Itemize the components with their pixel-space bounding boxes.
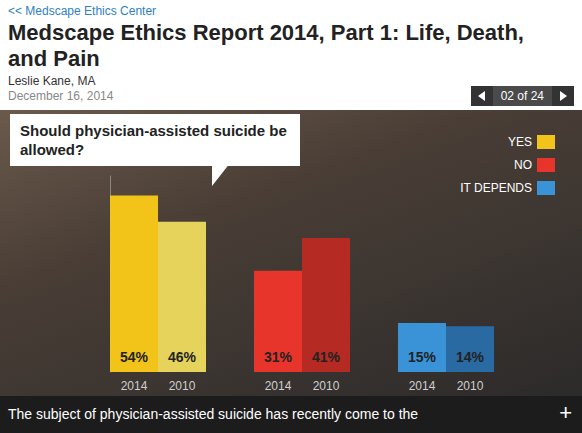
- svg-text:IT DEPENDS: IT DEPENDS: [460, 181, 532, 195]
- svg-text:46%: 46%: [168, 349, 197, 365]
- svg-text:2014: 2014: [121, 379, 148, 393]
- svg-text:14%: 14%: [456, 349, 485, 365]
- html-text:02 of 24: 02 of 24: [500, 89, 544, 103]
- html-text:Should physician-assisted suic: Should physician-assisted suicide be all…: [20, 122, 287, 158]
- html-text:December 16, 2014: December 16, 2014: [8, 89, 114, 103]
- svg-text:2010: 2010: [169, 379, 196, 393]
- svg-text:NO: NO: [514, 158, 532, 172]
- svg-text:2010: 2010: [313, 379, 340, 393]
- svg-text:15%: 15%: [408, 349, 437, 365]
- svg-text:2014: 2014: [409, 379, 436, 393]
- svg-text:2010: 2010: [457, 379, 484, 393]
- html-text:Medscape Ethics Report 2014, P: Medscape Ethics Report 2014, Part 1: Lif…: [8, 20, 524, 71]
- svg-text:31%: 31%: [264, 349, 293, 365]
- html-text:The subject of physician-assis: The subject of physician-assisted suicid…: [8, 406, 419, 422]
- svg-text:YES: YES: [508, 135, 532, 149]
- html-text:Leslie Kane, MA: Leslie Kane, MA: [8, 74, 96, 88]
- svg-text:54%: 54%: [120, 349, 149, 365]
- svg-text:41%: 41%: [312, 349, 341, 365]
- html-text:<< Medscape Ethics Center: << Medscape Ethics Center: [8, 4, 157, 18]
- svg-text:2014: 2014: [265, 379, 292, 393]
